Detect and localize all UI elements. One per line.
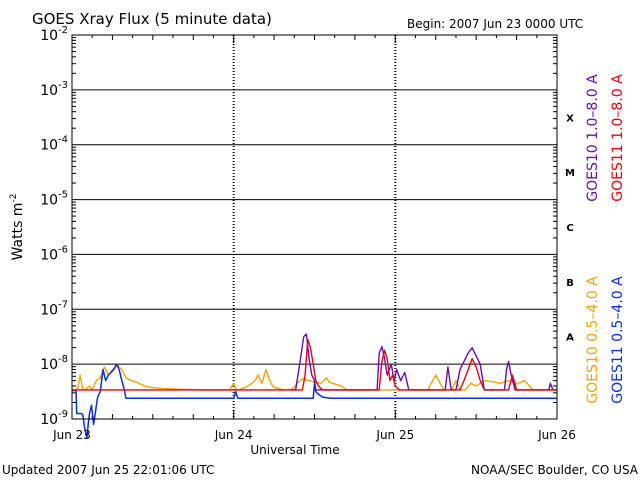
legend-entry: GOES11 0.5–4.0 A	[610, 276, 626, 404]
y-axis-label-text: Watts m	[10, 203, 26, 261]
y-tick-label: 10-9	[40, 409, 68, 428]
plot-grid	[71, 35, 558, 419]
x-tick-label: Jun 25	[375, 428, 414, 442]
y-axis-label-group: Watts m-2	[9, 194, 26, 261]
y-tick-labels: 10-210-310-410-510-610-710-810-9	[40, 25, 68, 428]
y-tick-label: 10-5	[40, 190, 68, 209]
y-tick-exponent: -6	[58, 244, 68, 255]
flare-class-label: C	[566, 223, 573, 234]
x-tick-label: Jun 24	[214, 428, 253, 442]
legend-label: GOES11 1.0–8.0 A	[610, 74, 626, 202]
series-line	[72, 363, 557, 439]
y-tick-exponent: -5	[58, 190, 68, 201]
y-axis-label: Watts m-2	[9, 194, 26, 261]
flare-class-label: B	[566, 278, 574, 289]
series-line	[72, 338, 557, 391]
legend-entry: GOES11 1.0–8.0 A	[610, 74, 626, 202]
legend: GOES10 1.0–8.0 A GOES11 1.0–8.0 A GOES10 0…	[585, 74, 626, 404]
legend-label: GOES10 1.0–8.0 A	[585, 74, 601, 202]
y-tick-exponent: -4	[58, 135, 68, 146]
y-tick-label: 10-7	[40, 299, 68, 318]
legend-label: GOES11 0.5–4.0 A	[610, 276, 626, 404]
flare-class-label: M	[565, 168, 575, 179]
y-tick-label: 10-8	[40, 354, 68, 373]
flare-class-labels: X M C B A	[565, 113, 575, 343]
y-tick-base: 10	[40, 247, 58, 263]
legend-entry: GOES10 1.0–8.0 A	[585, 74, 601, 202]
series-layer	[72, 333, 557, 439]
x-tick-labels: Jun 23 Jun 24 Jun 25 Jun 26	[52, 428, 576, 442]
legend-entry: GOES10 0.5–4.0 A	[585, 276, 601, 404]
y-tick-label: 10-2	[40, 25, 68, 44]
y-tick-exponent: -9	[58, 409, 68, 420]
y-tick-base: 10	[40, 193, 58, 209]
y-tick-base: 10	[40, 302, 58, 318]
footer-updated: Updated 2007 Jun 25 22:01:06 UTC	[2, 463, 214, 477]
x-tick-label: Jun 26	[537, 428, 576, 442]
y-tick-exponent: -2	[58, 25, 68, 36]
y-tick-base: 10	[40, 138, 58, 154]
y-tick-base: 10	[40, 412, 58, 428]
footer-credit: NOAA/SEC Boulder, CO USA	[471, 463, 639, 477]
y-tick-label: 10-4	[40, 135, 68, 154]
y-tick-base: 10	[40, 28, 58, 44]
plot-frame	[71, 34, 558, 420]
y-tick-exponent: -3	[58, 80, 68, 91]
flare-class-label: X	[566, 113, 574, 124]
chart-title: GOES Xray Flux (5 minute data)	[32, 10, 272, 28]
legend-label: GOES10 0.5–4.0 A	[585, 276, 601, 404]
y-tick-label: 10-3	[40, 80, 68, 99]
y-axis-label-exponent: -2	[9, 194, 19, 203]
x-axis-label: Universal Time	[250, 443, 339, 457]
y-tick-base: 10	[40, 83, 58, 99]
x-tick-label: Jun 23	[52, 428, 91, 442]
y-tick-exponent: -8	[58, 354, 68, 365]
y-tick-exponent: -7	[58, 299, 68, 310]
y-tick-label: 10-6	[40, 244, 68, 263]
flare-class-label: A	[566, 333, 574, 344]
begin-label: Begin: 2007 Jun 23 0000 UTC	[407, 17, 583, 31]
y-tick-base: 10	[40, 357, 58, 373]
